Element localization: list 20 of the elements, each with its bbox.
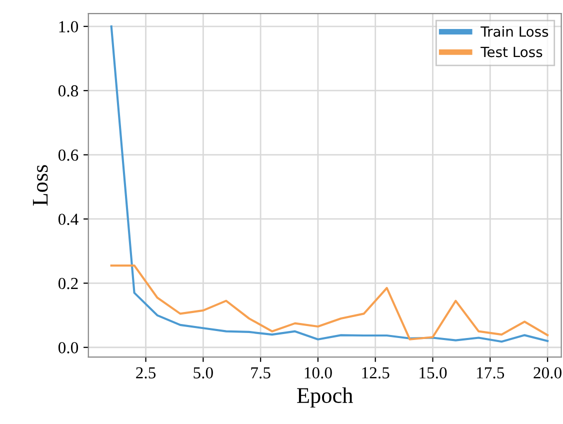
y-tick-label: 0.8 (58, 85, 78, 97)
x-axis-title: Epoch (297, 387, 353, 408)
x-tick-label: 10.0 (304, 367, 332, 379)
y-tick-label: 1.0 (59, 21, 78, 32)
y-tick-label: 0.2 (58, 278, 78, 290)
legend-label: Train Loss (480, 26, 548, 37)
line-series (110, 264, 549, 340)
x-tick-label: 20.0 (534, 367, 562, 379)
y-axis-title: Loss (32, 165, 48, 206)
x-tick-label: 15.0 (420, 367, 447, 379)
legend-label: Test Loss (480, 46, 542, 58)
x-tick-label: 17.5 (477, 367, 504, 379)
line-series (110, 25, 549, 343)
y-tick-label: 0.0 (58, 342, 78, 354)
x-tick-label: 5.0 (194, 367, 213, 379)
y-tick-label: 0.6 (58, 149, 78, 161)
x-tick-label: 2.5 (136, 367, 156, 379)
x-tick-label: 7.5 (251, 367, 270, 379)
y-tick-label: 0.4 (58, 214, 78, 226)
x-tick-label: 12.5 (362, 367, 390, 379)
